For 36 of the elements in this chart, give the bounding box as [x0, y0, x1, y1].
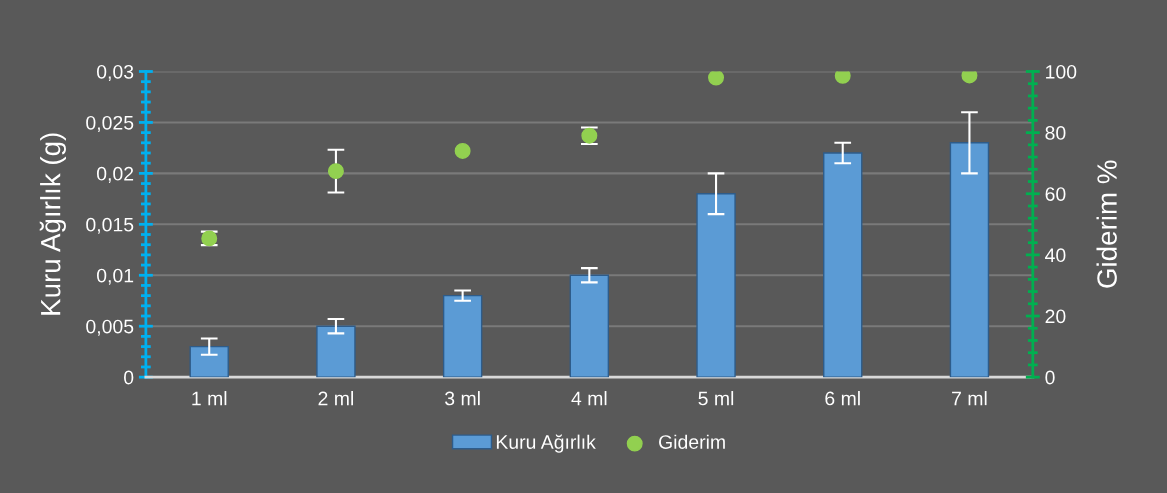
y-tick-label: 0,005: [86, 319, 134, 336]
y-tick-label: 0,015: [86, 217, 134, 234]
bar: [316, 325, 356, 378]
point: [327, 163, 344, 180]
bar: [442, 294, 483, 378]
y-tick-label: 0,02: [96, 166, 134, 183]
point: [708, 71, 725, 86]
y-tick-label: 0: [124, 370, 134, 385]
x-tick-label: 1 ml: [192, 391, 227, 406]
bar: [569, 274, 610, 378]
y2-tick-label: 100: [1046, 64, 1077, 79]
y2-tick-label: 0: [1045, 370, 1055, 385]
bar: [696, 193, 736, 378]
y2-tick-label: 60: [1045, 187, 1066, 201]
bar: [823, 152, 863, 378]
y2-tick-label: 40: [1045, 248, 1066, 263]
bar: [949, 142, 990, 378]
legend-label: Giderim: [659, 434, 725, 449]
x-tick-label: 2 ml: [318, 391, 353, 406]
y2-tick-label: 20: [1045, 309, 1066, 324]
legend-label: Kuru Ağırlık: [496, 434, 596, 453]
y-axis-title: Kuru Ağırlık (g): [39, 133, 66, 315]
y2-tick-label: 80: [1045, 126, 1066, 140]
x-tick-label: 4 ml: [571, 391, 607, 406]
y-tick-label: 0,025: [86, 115, 134, 132]
x-tick-label: 7 ml: [952, 391, 987, 406]
point: [961, 71, 978, 84]
point: [454, 142, 471, 159]
x-tick-label: 3 ml: [445, 391, 480, 406]
y2-axis-title: Giderim %: [1096, 160, 1117, 288]
bar: [189, 345, 229, 378]
x-tick-label: 6 ml: [825, 391, 860, 406]
y-tick-label: 0,03: [96, 64, 134, 82]
x-tick-label: 5 ml: [698, 391, 734, 406]
point: [834, 71, 851, 84]
y-tick-label: 0,01: [96, 268, 134, 285]
